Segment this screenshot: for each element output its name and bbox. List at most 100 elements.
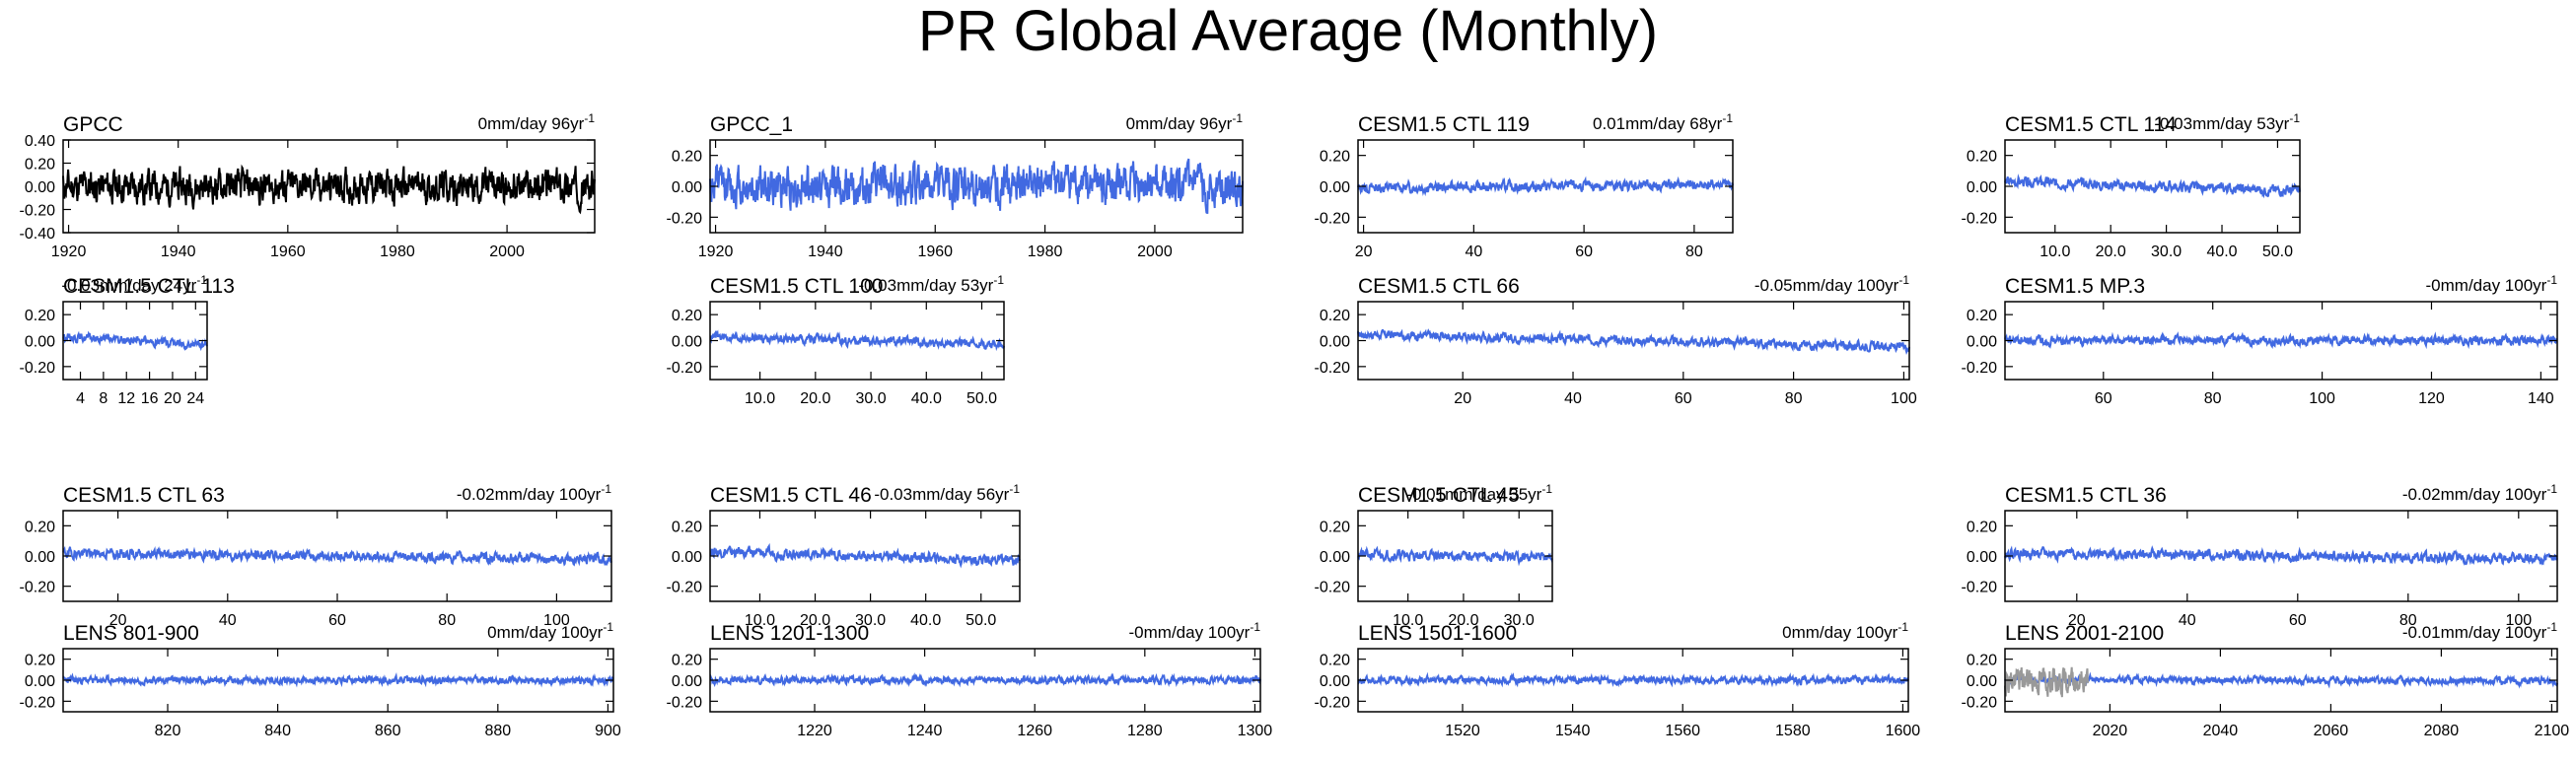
- x-tick-label: 16: [141, 390, 159, 407]
- y-tick-label: 0.20: [1967, 653, 1997, 669]
- x-tick-label: 20: [1454, 390, 1471, 407]
- overlay-line: [2004, 666, 2089, 698]
- x-tick-label: 10.0: [745, 390, 775, 407]
- x-tick-label: 1220: [797, 723, 832, 739]
- panel-title: CESM1.5 CTL 66: [1358, 275, 1520, 298]
- series-line: [2004, 174, 2301, 199]
- x-tick-label: 24: [186, 390, 204, 407]
- x-tick-label: 30.0: [855, 612, 886, 629]
- trend-label: -0.02mm/day 100yr-1: [2402, 482, 2557, 504]
- series-line: [1357, 328, 1910, 355]
- series-line: [62, 164, 596, 215]
- series-line: [1357, 671, 1909, 688]
- y-tick-label: -0.20: [20, 580, 56, 596]
- x-tick-label: 80: [2204, 390, 2222, 407]
- trend-label: 0mm/day 100yr-1: [1782, 620, 1908, 642]
- x-tick-label: 1280: [1127, 723, 1163, 739]
- panel-2: -0.20 0.00 0.20 1920 1940 1960 1980 2000 GPCC_1 0…: [667, 111, 1244, 260]
- x-tick-label: 1520: [1445, 723, 1480, 739]
- x-tick-label: 880: [484, 723, 511, 739]
- y-tick-label: 0.20: [1967, 519, 1997, 535]
- panel-8: -0.20 0.00 0.20 60 80 100 120 140 CESM1.5 MP.3 -0…: [1962, 273, 2558, 407]
- y-tick-label: 0.20: [1967, 149, 1997, 166]
- y-tick-label: 0.00: [1967, 334, 1997, 351]
- y-tick-label: 0.20: [1967, 308, 1997, 324]
- trend-label: 0.01mm/day 68yr-1: [1593, 111, 1733, 133]
- x-tick-label: 1940: [808, 243, 843, 260]
- x-tick-label: 20: [1355, 243, 1373, 260]
- x-tick-label: 40: [219, 612, 237, 629]
- x-tick-label: 20.0: [800, 612, 830, 629]
- panel-title: LENS 801-900: [63, 622, 199, 645]
- y-tick-label: -0.20: [20, 694, 56, 711]
- series-line: [1357, 175, 1734, 197]
- page-title: PR Global Average (Monthly): [917, 0, 1659, 63]
- y-tick-label: 0.00: [25, 549, 55, 566]
- x-tick-label: 2100: [2535, 723, 2570, 739]
- x-tick-label: 20.0: [800, 390, 830, 407]
- x-tick-label: 40: [1465, 243, 1482, 260]
- x-tick-label: 820: [155, 723, 181, 739]
- y-tick-label: -0.20: [667, 360, 703, 377]
- panel-5: -0.20 0.00 0.20 4 8 12 16 20 24 CESM1.5 CTL 113-0…: [20, 273, 235, 407]
- panel-title: GPCC: [63, 113, 123, 136]
- x-tick-label: 80: [1685, 243, 1703, 260]
- panel-14: -0.20 0.00 0.20 1220 1240 1260 1280 1300 LENS 12…: [667, 620, 1273, 739]
- x-tick-label: 80: [438, 612, 456, 629]
- panel-title: CESM1.5 CTL 46: [710, 484, 872, 507]
- x-tick-label: 30.0: [1504, 612, 1535, 629]
- panel-title: GPCC_1: [710, 113, 793, 136]
- x-tick-label: 40: [1564, 390, 1582, 407]
- trend-label: -0.01mm/day 35yr-1: [1406, 482, 1552, 504]
- x-tick-label: 100: [543, 612, 570, 629]
- x-tick-label: 1920: [698, 243, 734, 260]
- x-tick-label: 60: [1675, 390, 1692, 407]
- y-tick-label: 0.00: [1320, 673, 1350, 690]
- x-tick-label: 100: [2505, 612, 2532, 629]
- y-tick-label: -0.20: [667, 694, 703, 711]
- y-tick-label: -0.20: [667, 210, 703, 227]
- series-line: [62, 672, 614, 688]
- x-tick-label: 80: [1785, 390, 1803, 407]
- x-tick-label: 1540: [1555, 723, 1591, 739]
- panel-title: CESM1.5 CTL 119: [1358, 113, 1530, 136]
- y-tick-label: 0.20: [1320, 149, 1350, 166]
- y-tick-label: 0.00: [1967, 549, 1997, 566]
- panel-title: LENS 2001-2100: [2005, 622, 2164, 645]
- panel-13: -0.20 0.00 0.20 820 840 860 880 900 LENS 801-900…: [20, 620, 621, 739]
- x-tick-label: 60: [328, 612, 346, 629]
- y-tick-label: 0.00: [1967, 673, 1997, 690]
- panel-6: -0.20 0.00 0.20 10.0 20.0 30.0 40.0 50.0 CESM1.5…: [667, 273, 1005, 407]
- panel-title: LENS 1201-1300: [710, 622, 869, 645]
- y-tick-label: -0.20: [1962, 210, 1998, 227]
- y-tick-label: 0.00: [25, 334, 55, 351]
- y-tick-label: 0.20: [672, 519, 702, 535]
- x-tick-label: 1600: [1886, 723, 1921, 739]
- trend-label: -0.05mm/day 100yr-1: [1754, 273, 1909, 295]
- trend-label: -0.03mm/day 53yr-1: [2154, 111, 2300, 133]
- x-tick-label: 1980: [380, 243, 415, 260]
- x-tick-label: 10.0: [1393, 612, 1423, 629]
- panel-16: -0.20 0.00 0.20 2020 2040 2060 2080 2100 LENS 20…: [1962, 620, 2570, 739]
- y-tick-label: 0.20: [672, 308, 702, 324]
- panel-9: -0.20 0.00 0.20 20 40 60 80 100 CESM1.5 CTL 63 -0…: [20, 482, 612, 629]
- x-tick-label: 10.0: [2039, 243, 2070, 260]
- x-tick-label: 840: [264, 723, 291, 739]
- x-tick-label: 1560: [1665, 723, 1700, 739]
- panel-title: LENS 1501-1600: [1358, 622, 1517, 645]
- x-tick-label: 900: [595, 723, 621, 739]
- x-tick-label: 1300: [1238, 723, 1273, 739]
- series-line: [709, 329, 1005, 352]
- panel-10: -0.20 0.00 0.20 10.0 20.0 30.0 40.0 50.0 CESM1.5…: [667, 482, 1021, 629]
- x-tick-label: 8: [99, 390, 107, 407]
- y-tick-label: -0.20: [1962, 580, 1998, 596]
- x-tick-label: 2000: [489, 243, 525, 260]
- x-tick-label: 60: [1575, 243, 1593, 260]
- x-tick-label: 50.0: [2262, 243, 2293, 260]
- x-tick-label: 1960: [270, 243, 306, 260]
- series-line: [2004, 545, 2558, 567]
- y-tick-label: -0.20: [1315, 694, 1351, 711]
- y-tick-label: 0.20: [25, 157, 55, 174]
- y-tick-label: 0.00: [672, 549, 702, 566]
